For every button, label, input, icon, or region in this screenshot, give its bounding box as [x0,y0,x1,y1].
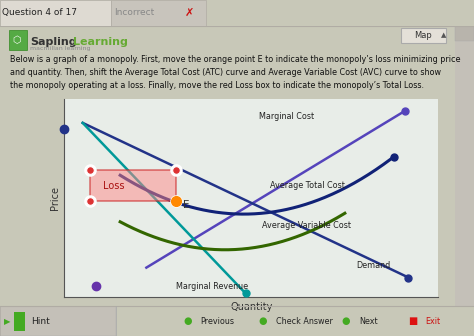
Text: Demand: Demand [356,261,390,269]
Text: Average Total Cost: Average Total Cost [270,181,345,190]
Text: Question 4 of 17: Question 4 of 17 [2,8,77,17]
Text: Map: Map [414,31,432,40]
Bar [0,0,111,26]
Text: ●: ● [183,316,191,326]
Bar [111,0,206,26]
Text: Sapling: Sapling [30,37,76,47]
X-axis label: Quantity: Quantity [230,301,273,311]
Text: Next: Next [359,317,378,326]
Text: Incorrect: Incorrect [114,8,154,17]
Bar [90,170,176,201]
Text: ✗: ✗ [185,8,194,18]
Bar [455,26,474,41]
Text: macmillan learning: macmillan learning [30,45,91,50]
Text: Marginal Revenue: Marginal Revenue [176,283,248,291]
Bar [0,306,116,336]
Text: Learning: Learning [73,37,128,47]
Text: E: E [183,200,190,210]
Text: ▶: ▶ [4,317,10,326]
Text: Loss: Loss [103,181,125,191]
Text: ⬡: ⬡ [12,35,20,45]
Bar [9,30,27,50]
Bar [455,26,474,306]
Bar [401,28,446,43]
Text: Hint: Hint [31,317,50,326]
Text: Previous: Previous [201,317,235,326]
Text: ▲: ▲ [441,32,446,38]
Text: ●: ● [259,316,267,326]
Bar [14,312,25,331]
Text: Exit: Exit [426,317,441,326]
Text: ■: ■ [408,316,417,326]
Text: Marginal Cost: Marginal Cost [259,112,314,121]
Text: Below is a graph of a monopoly. First, move the orange point E to indicate the m: Below is a graph of a monopoly. First, m… [10,55,461,90]
Text: Check Answer: Check Answer [276,317,333,326]
Text: Average Variable Cost: Average Variable Cost [263,221,351,230]
Text: ●: ● [342,316,350,326]
Y-axis label: Price: Price [50,186,60,210]
